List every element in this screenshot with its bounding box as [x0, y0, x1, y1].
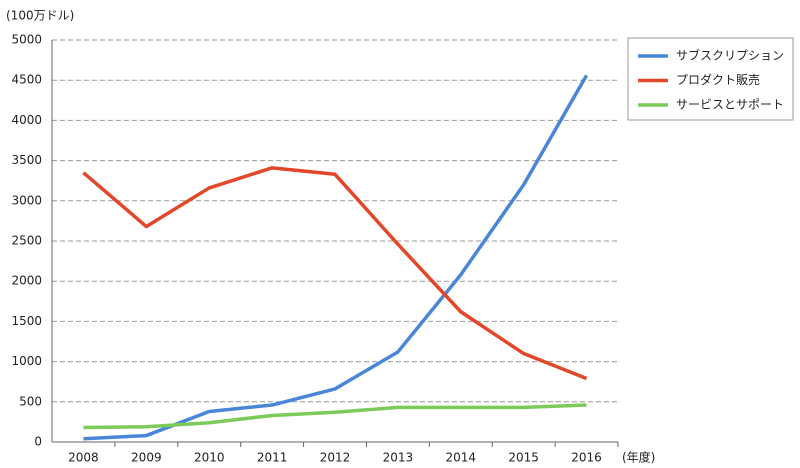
legend-label: サブスクリプション [676, 48, 784, 63]
y-tick-label: 5000 [11, 33, 42, 47]
legend-label: プロダクト販売 [676, 72, 760, 87]
series-line [83, 74, 589, 441]
x-tick-label: 2012 [320, 451, 351, 465]
x-tick-label: 2008 [68, 451, 99, 465]
x-tick-label: 2013 [383, 451, 414, 465]
y-axis-label: (100万ドル) [6, 9, 74, 23]
x-tick-label: 2010 [194, 451, 225, 465]
y-tick-label: 2500 [11, 234, 42, 248]
x-tick-label: 2011 [257, 451, 288, 465]
y-tick-label: 3500 [11, 153, 42, 167]
series-line [82, 166, 588, 381]
y-tick-label: 500 [19, 394, 42, 408]
x-tick-label: 2014 [446, 451, 477, 465]
y-tick-label: 0 [34, 435, 42, 449]
y-tick-label: 2000 [11, 274, 42, 288]
x-axis-label: (年度) [622, 450, 655, 465]
y-tick-label: 4500 [11, 73, 42, 87]
series-line [83, 403, 587, 430]
x-tick-label: 2009 [131, 451, 162, 465]
y-tick-label: 3000 [11, 193, 42, 207]
y-tick-label: 4000 [11, 113, 42, 127]
x-tick-label: 2016 [571, 451, 602, 465]
y-tick-label: 1000 [11, 354, 42, 368]
x-tick-label: 2015 [508, 451, 539, 465]
legend-label: サービスとサポート [676, 98, 784, 112]
y-tick-label: 1500 [11, 314, 42, 328]
